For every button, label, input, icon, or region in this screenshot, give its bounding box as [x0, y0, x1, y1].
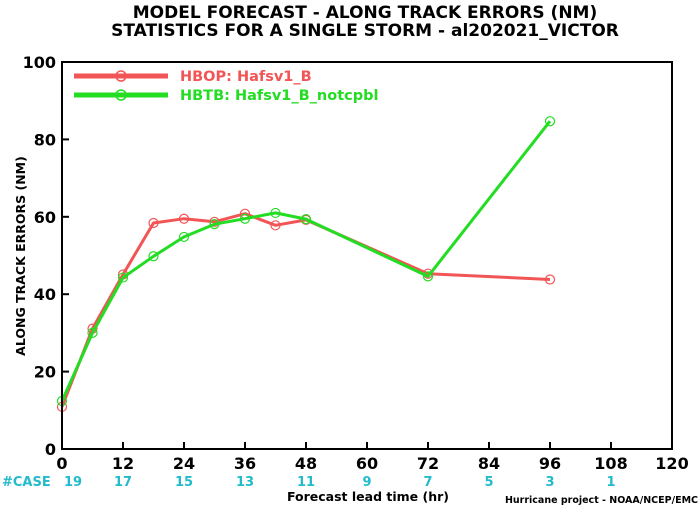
- y-tick-label: 60: [34, 208, 56, 227]
- series-2-point: [422, 271, 434, 282]
- y-tick-label: 40: [34, 285, 56, 304]
- series-1-point: [270, 220, 281, 231]
- case-count: 7: [423, 475, 432, 490]
- legend-marker-1: [115, 70, 127, 82]
- legend-marker-2: [115, 89, 127, 101]
- x-tick-label: 72: [417, 454, 439, 473]
- case-label: #CASE: [2, 475, 51, 490]
- legend-label-1: HBOP: Hafsv1_B: [180, 69, 312, 85]
- series-2-point: [178, 231, 190, 243]
- chart-subtitle: STATISTICS FOR A SINGLE STORM - al202021…: [111, 21, 619, 41]
- case-counts: 19 17 15 13 11 9 7 5 3 1: [64, 475, 616, 490]
- x-tick-label: 0: [56, 454, 67, 473]
- case-count: 1: [606, 475, 615, 490]
- series-1-point: [178, 213, 190, 224]
- x-tick-label: 60: [356, 454, 378, 473]
- x-tick-label: 12: [112, 454, 134, 473]
- y-tick-label: 0: [45, 440, 56, 459]
- series-2-point: [87, 327, 98, 338]
- series-2-point: [544, 116, 556, 127]
- legend-label-2: HBTB: Hafsv1_B_notcpbl: [180, 88, 378, 104]
- plot-frame: [61, 61, 673, 450]
- case-count: 11: [297, 475, 315, 490]
- legend: HBOP: Hafsv1_B HBTB: Hafsv1_B_notcpbl: [74, 69, 378, 104]
- case-count: 3: [545, 475, 554, 490]
- case-count: 17: [114, 475, 132, 490]
- case-count: 5: [484, 475, 493, 490]
- x-tick-label: 84: [478, 454, 500, 473]
- x-tick-label: 96: [539, 454, 561, 473]
- y-tick-label: 20: [34, 363, 56, 382]
- case-count: 15: [175, 475, 193, 490]
- series-1-point: [544, 274, 556, 285]
- x-tick-label: 120: [655, 454, 688, 473]
- y-tick-label: 100: [23, 53, 56, 72]
- y-axis-label: ALONG TRACK ERRORS (NM): [13, 156, 28, 356]
- case-count: 9: [362, 475, 371, 490]
- x-tick-label: 24: [173, 454, 195, 473]
- series-2-point: [117, 272, 129, 283]
- case-count: 13: [236, 475, 254, 490]
- y-tick-label: 80: [34, 130, 56, 149]
- series-1-point: [148, 217, 159, 229]
- series-2-point: [148, 251, 159, 262]
- x-tick-label: 108: [594, 454, 627, 473]
- chart-title: MODEL FORECAST - ALONG TRACK ERRORS (NM): [133, 3, 598, 23]
- series-line-2: [60, 120, 552, 402]
- series-2-point: [209, 219, 220, 230]
- case-count: 19: [64, 475, 82, 490]
- x-ticks: 0 12 24 36 48 60 72 84 96 108 120: [56, 442, 689, 473]
- x-axis-label: Forecast lead time (hr): [287, 489, 449, 504]
- series-2-point: [239, 213, 251, 224]
- series-lines: [56, 116, 556, 412]
- credit-text: Hurricane project - NOAA/NCEP/EMC: [505, 495, 698, 506]
- x-tick-label: 36: [234, 454, 256, 473]
- series-line-1: [60, 212, 551, 408]
- series-2-point: [270, 207, 281, 219]
- series-2-point: [300, 214, 312, 225]
- x-tick-label: 48: [295, 454, 317, 473]
